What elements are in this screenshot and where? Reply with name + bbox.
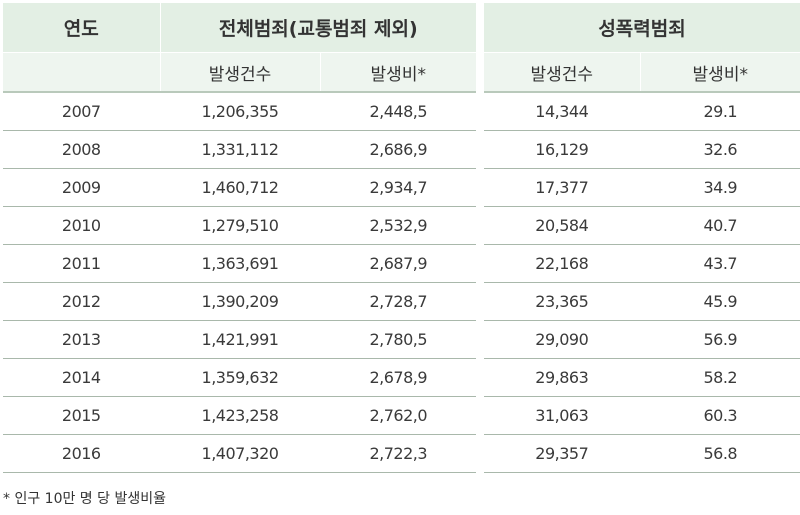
cell-year: 2015 [3,396,160,435]
table-header: 연도 전체범죄(교통범죄 제외) 성폭력범죄 발생건수 발생비* 발생건수 발생… [3,3,800,93]
cell-sexual-rate: 56.9 [639,320,800,359]
cell-total-count: 1,423,258 [159,396,320,435]
cell-sexual-rate: 58.2 [639,358,800,397]
cell-total-count: 1,363,691 [159,244,320,283]
table-row: 2013 1,421,991 2,780,5 29,090 56.9 [3,320,800,359]
table-body: 2007 1,206,355 2,448,5 14,344 29.1 2008 … [3,92,800,473]
cell-total-count: 1,460,712 [159,168,320,207]
cell-total-rate: 2,934,7 [319,168,481,207]
cell-total-count: 1,206,355 [159,92,320,131]
cell-year: 2007 [3,92,160,131]
cell-sexual-count: 31,063 [476,396,641,435]
cell-total-rate: 2,722,3 [319,434,481,473]
cell-sexual-rate: 40.7 [639,206,800,245]
table-row: 2016 1,407,320 2,722,3 29,357 56.8 [3,434,800,473]
cell-total-rate: 2,686,9 [319,130,481,169]
cell-total-count: 1,421,991 [159,320,320,359]
cell-year: 2009 [3,168,160,207]
cell-sexual-rate: 60.3 [639,396,800,435]
cell-total-rate: 2,532,9 [319,206,481,245]
table-row: 2012 1,390,209 2,728,7 23,365 45.9 [3,282,800,321]
cell-sexual-count: 22,168 [476,244,641,283]
cell-year: 2016 [3,434,160,473]
crime-statistics-table: 연도 전체범죄(교통범죄 제외) 성폭력범죄 발생건수 발생비* 발생건수 발생… [3,3,800,473]
cell-total-rate: 2,762,0 [319,396,481,435]
cell-year: 2014 [3,358,160,397]
cell-sexual-count: 29,357 [476,434,641,473]
cell-total-count: 1,359,632 [159,358,320,397]
cell-total-rate: 2,448,5 [319,92,481,131]
table-row: 2008 1,331,112 2,686,9 16,129 32.6 [3,130,800,169]
header-sexual-rate: 발생비* [639,52,800,93]
header-row-subcolumns: 발생건수 발생비* 발생건수 발생비* [3,52,800,93]
cell-year: 2011 [3,244,160,283]
cell-year: 2008 [3,130,160,169]
table-row: 2010 1,279,510 2,532,9 20,584 40.7 [3,206,800,245]
header-group-sexual-crime: 성폭력범죄 [476,3,800,53]
cell-sexual-count: 29,863 [476,358,641,397]
cell-total-count: 1,390,209 [159,282,320,321]
header-year: 연도 [3,3,160,53]
cell-sexual-count: 16,129 [476,130,641,169]
cell-sexual-rate: 34.9 [639,168,800,207]
cell-year: 2012 [3,282,160,321]
cell-total-rate: 2,687,9 [319,244,481,283]
table-row: 2011 1,363,691 2,687,9 22,168 43.7 [3,244,800,283]
cell-total-count: 1,331,112 [159,130,320,169]
cell-sexual-count: 14,344 [476,92,641,131]
cell-sexual-rate: 29.1 [639,92,800,131]
header-total-count: 발생건수 [159,52,320,93]
cell-sexual-rate: 56.8 [639,434,800,473]
cell-sexual-count: 17,377 [476,168,641,207]
cell-sexual-count: 29,090 [476,320,641,359]
cell-sexual-count: 20,584 [476,206,641,245]
footnote: * 인구 10만 명 당 발생비율 [3,491,166,507]
cell-total-count: 1,407,320 [159,434,320,473]
table-row: 2015 1,423,258 2,762,0 31,063 60.3 [3,396,800,435]
header-row-groups: 연도 전체범죄(교통범죄 제외) 성폭력범죄 [3,3,800,53]
header-group-total-crime: 전체범죄(교통범죄 제외) [159,3,481,53]
cell-sexual-rate: 45.9 [639,282,800,321]
header-total-rate: 발생비* [319,52,481,93]
table-row: 2014 1,359,632 2,678,9 29,863 58.2 [3,358,800,397]
header-sexual-count: 발생건수 [476,52,641,93]
cell-year: 2013 [3,320,160,359]
cell-sexual-count: 23,365 [476,282,641,321]
table-row: 2007 1,206,355 2,448,5 14,344 29.1 [3,92,800,131]
cell-sexual-rate: 43.7 [639,244,800,283]
cell-year: 2010 [3,206,160,245]
table-row: 2009 1,460,712 2,934,7 17,377 34.9 [3,168,800,207]
cell-total-rate: 2,780,5 [319,320,481,359]
cell-total-rate: 2,678,9 [319,358,481,397]
cell-sexual-rate: 32.6 [639,130,800,169]
header-year-blank [3,52,160,93]
cell-total-count: 1,279,510 [159,206,320,245]
cell-total-rate: 2,728,7 [319,282,481,321]
